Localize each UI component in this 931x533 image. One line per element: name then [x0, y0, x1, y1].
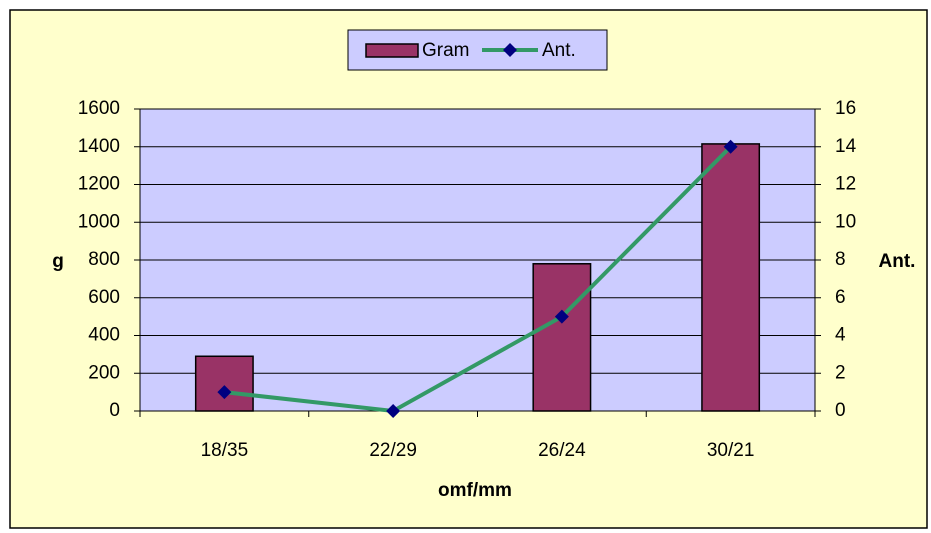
bar — [701, 143, 761, 412]
marker — [217, 385, 232, 400]
y-tick-label: 600 — [88, 287, 120, 308]
y2-tick-label: 12 — [835, 174, 856, 195]
y-tick-label: 400 — [88, 325, 120, 346]
bar — [532, 263, 592, 412]
y2-axis-label: Ant. — [879, 251, 916, 272]
legend-label: Ant. — [542, 40, 576, 61]
y-tick-label: 800 — [88, 249, 120, 270]
y-tick-label: 1200 — [78, 174, 120, 195]
y-axis-label: g — [52, 251, 64, 272]
legend-marker — [503, 43, 517, 57]
x-tick-label: 30/21 — [707, 440, 755, 461]
legend-swatch — [365, 43, 419, 58]
y2-tick-label: 6 — [835, 287, 846, 308]
x-tick-label: 18/35 — [201, 440, 249, 461]
y2-tick-label: 8 — [835, 249, 846, 270]
y-tick-label: 200 — [88, 362, 120, 383]
marker — [386, 404, 401, 418]
x-axis-label: omf/mm — [438, 480, 512, 501]
y-tick-label: 0 — [109, 400, 120, 421]
bar — [194, 355, 254, 412]
marker — [723, 139, 738, 154]
line — [224, 145, 733, 414]
x-tick-label: 22/29 — [369, 440, 417, 461]
y2-tick-label: 0 — [835, 400, 846, 421]
y2-tick-label: 16 — [835, 98, 856, 119]
legend-label: Gram — [422, 40, 470, 61]
x-tick-label: 26/24 — [538, 440, 586, 461]
y2-tick-label: 2 — [835, 362, 846, 383]
y-tick-label: 1400 — [78, 136, 120, 157]
y2-tick-label: 4 — [835, 325, 846, 346]
y-tick-label: 1600 — [78, 98, 120, 119]
y-tick-label: 1000 — [78, 211, 120, 232]
y2-tick-label: 14 — [835, 136, 857, 157]
marker — [554, 309, 569, 324]
y2-tick-label: 10 — [835, 211, 856, 232]
